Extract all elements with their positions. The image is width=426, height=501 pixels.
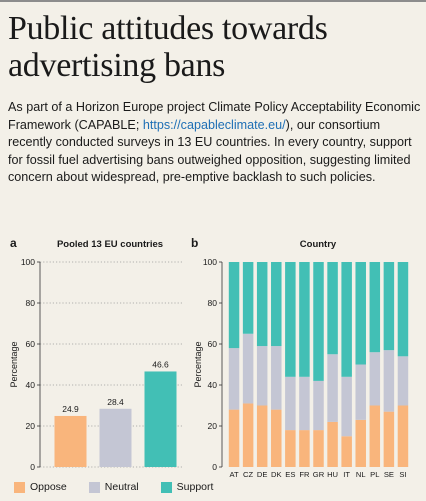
xtick-label-b-es: ES <box>285 470 295 478</box>
ytick-label-b-0: 0 <box>212 462 217 472</box>
bar-b-si-neutral <box>397 356 409 406</box>
bar-b-es-oppose <box>285 430 296 467</box>
xtick-label-b-at: AT <box>229 470 239 478</box>
bar-b-fr-support <box>299 262 310 377</box>
legend-item-neutral: Neutral <box>88 481 139 493</box>
intro-text-2: ), our consortium recently conducted sur… <box>8 117 412 185</box>
ytick-label-b-60: 60 <box>208 339 218 349</box>
bar-b-it-oppose <box>341 436 352 467</box>
data-label-a-support: 46.6 <box>152 359 169 369</box>
ytick-label-b-100: 100 <box>203 257 217 267</box>
data-label-a-neutral: 28.4 <box>107 397 124 407</box>
legend-label-support: Support <box>176 481 214 493</box>
bar-b-es-support <box>285 262 296 377</box>
bar-b-es-neutral <box>285 376 296 431</box>
bar-b-si-oppose <box>397 405 409 467</box>
bar-b-cz-neutral <box>242 333 254 404</box>
bar-b-de-neutral <box>256 346 268 406</box>
bar-b-dk-support <box>271 262 282 347</box>
chart-title-a: Pooled 13 EU countries <box>57 239 163 250</box>
legend-item-support: Support <box>160 481 214 493</box>
xtick-label-b-se: SE <box>384 470 394 478</box>
xtick-label-b-gr: GR <box>313 470 325 478</box>
bar-b-nl-neutral <box>355 364 366 420</box>
y-axis-label-b: Percentage <box>193 341 203 387</box>
capable-link[interactable]: https://capableclimate.eu/ <box>142 117 286 132</box>
bar-b-it-support <box>341 262 352 377</box>
chart-title-b: Country <box>300 239 337 250</box>
bar-b-at-support <box>228 262 240 349</box>
bar-b-se-support <box>383 262 395 351</box>
bar-b-dk-neutral <box>271 346 282 410</box>
bar-b-se-oppose <box>383 411 395 467</box>
bar-b-hu-oppose <box>327 421 338 467</box>
bar-a-oppose <box>54 415 87 467</box>
bar-b-at-neutral <box>228 348 240 410</box>
ytick-label-b-80: 80 <box>208 298 218 308</box>
xtick-label-b-hu: HU <box>327 470 338 478</box>
bar-a-support <box>144 371 177 467</box>
bar-b-hu-support <box>327 262 338 355</box>
xtick-label-b-de: DE <box>257 470 268 478</box>
bar-b-fr-oppose <box>299 430 310 467</box>
data-label-a-oppose: 24.9 <box>62 404 79 414</box>
bar-b-pl-support <box>369 262 381 353</box>
bar-b-si-support <box>397 262 409 357</box>
y-axis-label-a: Percentage <box>9 341 19 387</box>
xtick-label-b-fr: FR <box>299 470 310 478</box>
bar-b-pl-oppose <box>369 405 381 467</box>
ytick-label-a-0: 0 <box>30 462 35 472</box>
chart-b: b Country 0 20 40 60 80 100 Percentage AT CZ DE DK ES… <box>191 236 409 478</box>
bar-b-dk-oppose <box>271 409 282 467</box>
panel-label-b: b <box>191 236 198 250</box>
bar-b-de-support <box>256 262 268 347</box>
xtick-label-b-nl: NL <box>356 470 366 478</box>
ytick-label-b-40: 40 <box>208 380 218 390</box>
bar-b-hu-neutral <box>327 354 338 422</box>
bar-b-pl-neutral <box>369 352 381 406</box>
legend-label-oppose: Oppose <box>30 481 67 493</box>
bar-b-de-oppose <box>256 405 268 467</box>
ytick-label-a-20: 20 <box>26 421 36 431</box>
xtick-label-b-it: IT <box>343 470 350 478</box>
page-title: Public attitudes towards advertising ban… <box>8 10 328 84</box>
bar-b-gr-oppose <box>313 430 324 467</box>
ytick-label-b-20: 20 <box>208 421 218 431</box>
bar-b-gr-support <box>313 262 324 381</box>
xtick-label-b-dk: DK <box>271 470 282 478</box>
legend-swatch-neutral <box>88 481 100 493</box>
ytick-label-a-60: 60 <box>26 339 36 349</box>
bar-b-nl-oppose <box>355 419 366 467</box>
chart-a: a Pooled 13 EU countries 0 20 40 60 80 100 Perce… <box>9 236 183 472</box>
ytick-label-a-40: 40 <box>26 380 36 390</box>
bar-b-at-oppose <box>228 409 240 467</box>
bar-b-gr-neutral <box>313 380 324 431</box>
chart-area: a Pooled 13 EU countries 0 20 40 60 80 100 Perce… <box>9 236 409 478</box>
legend-item-oppose: Oppose <box>14 481 67 493</box>
ytick-label-a-80: 80 <box>26 298 36 308</box>
intro-text-1: As part of a Horizon Europe project Clim… <box>8 100 421 132</box>
bar-b-cz-support <box>242 262 254 334</box>
bar-b-nl-support <box>355 262 366 365</box>
bar-b-se-neutral <box>383 350 395 412</box>
bar-b-it-neutral <box>341 376 352 437</box>
legend-swatch-oppose <box>14 481 25 493</box>
intro-paragraph: As part of a Horizon Europe project Clim… <box>8 99 422 187</box>
xtick-label-b-pl: PL <box>370 470 379 478</box>
bar-b-fr-neutral <box>299 376 310 431</box>
legend: Oppose Neutral Support <box>14 481 235 493</box>
bar-b-cz-oppose <box>242 403 254 467</box>
ytick-label-a-100: 100 <box>21 257 35 267</box>
xtick-label-b-si: SI <box>399 470 406 478</box>
legend-swatch-support <box>160 481 172 493</box>
bar-a-neutral <box>99 408 132 467</box>
panel-label-a: a <box>10 236 17 250</box>
legend-label-neutral: Neutral <box>104 481 139 493</box>
xtick-label-b-cz: CZ <box>243 470 253 478</box>
